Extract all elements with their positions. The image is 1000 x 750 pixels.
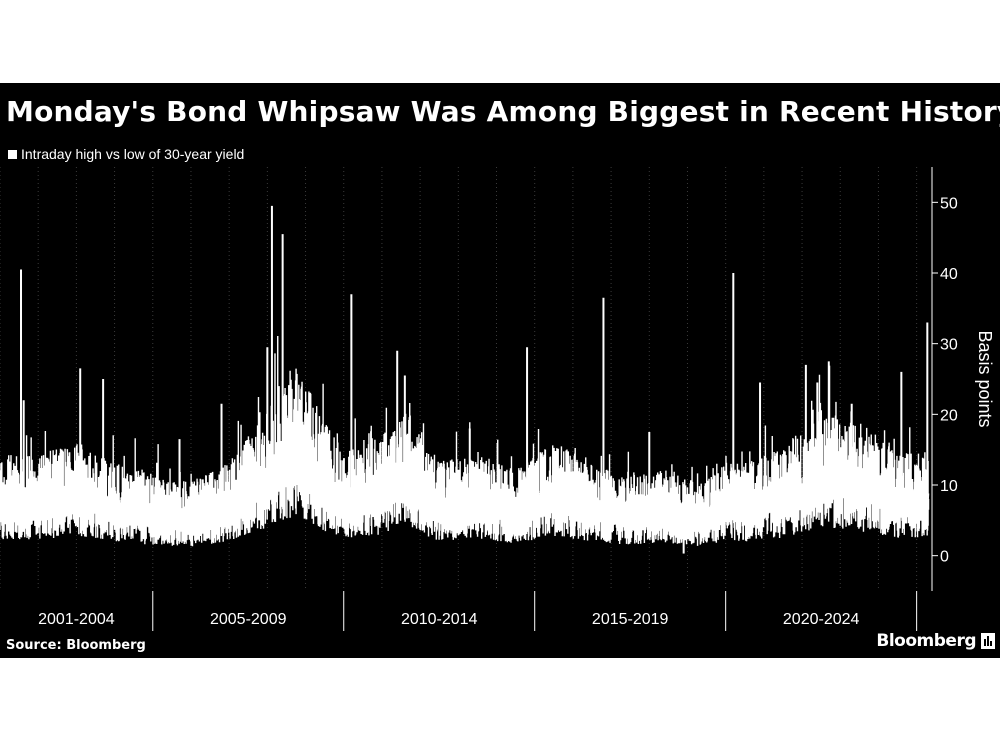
axis-layer: 0 10 20 30 40 50 Basis points 2001-2004 2005-200…	[38, 167, 995, 631]
legend: Intraday high vs low of 30-year yield	[8, 146, 244, 162]
y-tick-label: 10	[940, 478, 958, 495]
y-tick-label: 0	[940, 549, 949, 566]
bloomberg-logo-icon	[981, 633, 995, 649]
series-layer	[0, 205, 930, 554]
x-period-label: 2020-2024	[783, 611, 860, 628]
y-tick-label: 40	[940, 266, 958, 283]
source-note: Source: Bloomberg	[6, 638, 146, 653]
y-tick-label: 50	[940, 195, 958, 212]
y-axis-title: Basis points	[975, 330, 995, 427]
x-period-label: 2015-2019	[592, 611, 669, 628]
series-line	[0, 336, 930, 547]
chart-panel: 0 10 20 30 40 50 Basis points 2001-2004 2005-200…	[0, 83, 1000, 658]
y-tick-label: 20	[940, 407, 958, 424]
chart: 0 10 20 30 40 50 Basis points 2001-2004 2005-200…	[0, 167, 995, 631]
legend-swatch	[8, 149, 17, 159]
brand-name: Bloomberg	[876, 631, 976, 651]
x-period-label: 2005-2009	[210, 611, 287, 628]
brand: Bloomberg	[876, 631, 995, 651]
x-period-label: 2001-2004	[38, 611, 115, 628]
legend-label: Intraday high vs low of 30-year yield	[21, 146, 245, 162]
y-tick-label: 30	[940, 337, 958, 354]
chart-title: Monday's Bond Whipsaw Was Among Biggest …	[6, 95, 1000, 128]
x-period-label: 2010-2014	[401, 611, 478, 628]
